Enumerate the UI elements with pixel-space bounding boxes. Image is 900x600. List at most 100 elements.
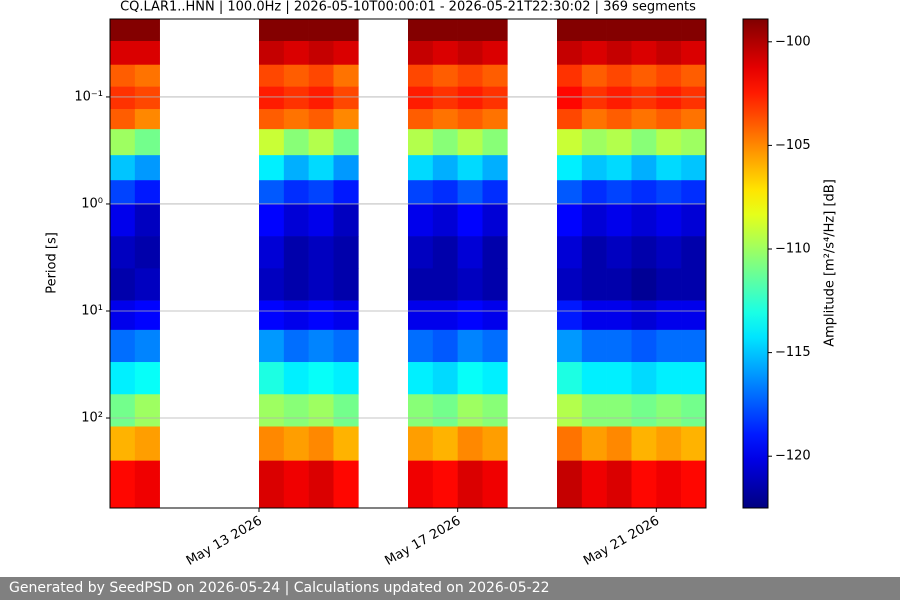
spectrogram-cell — [259, 40, 285, 66]
spectrogram-cell — [631, 155, 657, 181]
spectrogram-cell — [457, 236, 483, 269]
spectrogram-cell — [457, 180, 483, 205]
spectrogram-cell — [408, 64, 434, 87]
spectrogram-cell — [308, 394, 334, 427]
spectrogram-cell — [606, 129, 632, 156]
spectrogram-cell — [482, 64, 508, 87]
spectrogram-cell — [408, 203, 434, 237]
spectrogram-cell — [581, 460, 607, 509]
spectrogram-cell — [482, 155, 508, 181]
spectrogram-cell — [606, 329, 632, 363]
spectrogram-cell — [308, 180, 334, 205]
spectrogram-cell — [333, 268, 359, 301]
spectrogram-cell — [283, 236, 309, 269]
spectrogram-cell — [681, 129, 707, 156]
spectrogram-cell — [681, 362, 707, 395]
spectrogram-cell — [631, 329, 657, 363]
spectrogram-cell — [308, 300, 334, 331]
spectrogram-cell — [134, 129, 160, 156]
y-axis-label: Period [s] — [45, 232, 60, 294]
spectrogram-cell — [283, 155, 309, 181]
spectrogram-cell — [457, 64, 483, 87]
spectrogram-cell — [656, 155, 682, 181]
spectrogram-cell — [333, 40, 359, 66]
spectrogram-cell — [581, 329, 607, 363]
spectrogram-cell — [557, 155, 583, 181]
spectrogram-cell — [408, 236, 434, 269]
spectrogram-cell — [606, 460, 632, 509]
spectrogram-cell — [308, 362, 334, 395]
spectrogram-cell — [259, 155, 285, 181]
colorbar-label: Amplitude [m²/s⁴/Hz] [dB] — [823, 179, 838, 347]
colorbar-tick-label: −120 — [775, 449, 811, 464]
spectrogram-cell — [581, 300, 607, 331]
spectrogram-cell — [557, 329, 583, 363]
spectrogram-cell — [134, 236, 160, 269]
spectrogram-cell — [656, 300, 682, 331]
spectrogram-cell — [606, 155, 632, 181]
spectrogram-cell — [482, 268, 508, 301]
spectrogram-cell — [606, 40, 632, 66]
spectrogram-cell — [681, 155, 707, 181]
spectrogram-cell — [482, 180, 508, 205]
spectrogram-cell — [333, 129, 359, 156]
spectrogram-cell — [259, 236, 285, 269]
plot-frame — [109, 18, 707, 509]
spectrogram-cell — [110, 394, 136, 427]
spectrogram-cell — [656, 40, 682, 66]
spectrogram-cell — [656, 109, 682, 130]
colorbar-tick-label: −100 — [775, 34, 811, 49]
colorbar-tick-label: −105 — [775, 138, 811, 153]
spectrogram-cell — [408, 180, 434, 205]
spectrogram-cell — [283, 329, 309, 363]
spectrogram-cell — [631, 394, 657, 427]
x-tick-label: May 21 2026 — [581, 514, 662, 569]
spectrogram-cell — [333, 460, 359, 509]
colorbar — [742, 18, 769, 509]
spectrogram-cell — [283, 394, 309, 427]
spectrogram-cell — [333, 109, 359, 130]
spectrogram-cell — [656, 426, 682, 461]
spectrogram-cell — [681, 394, 707, 427]
spectrogram-cell — [631, 362, 657, 395]
y-tick-label: 10² — [81, 411, 103, 426]
spectrogram-cell — [557, 460, 583, 509]
spectrogram-cell — [408, 394, 434, 427]
spectrogram-cell — [110, 180, 136, 205]
spectrogram-cell — [581, 109, 607, 130]
spectrogram-cell — [457, 394, 483, 427]
spectrogram-cell — [308, 236, 334, 269]
spectrogram-cell — [134, 19, 160, 42]
spectrogram-cell — [656, 362, 682, 395]
spectrogram-cell — [408, 155, 434, 181]
spectrogram-cell — [656, 236, 682, 269]
spectrogram-cell — [606, 394, 632, 427]
spectrogram-cell — [606, 300, 632, 331]
spectrogram-cell — [110, 155, 136, 181]
spectrogram-cell — [457, 129, 483, 156]
spectrogram-cell — [557, 180, 583, 205]
spectrogram-cell — [631, 109, 657, 130]
spectrogram-cell — [408, 460, 434, 509]
spectrogram-cell — [259, 203, 285, 237]
spectrogram-cell — [681, 180, 707, 205]
spectrogram-cell — [259, 300, 285, 331]
x-tick-label: May 17 2026 — [382, 514, 463, 569]
spectrogram-cell — [581, 203, 607, 237]
spectrogram-cell — [482, 329, 508, 363]
spectrogram-cell — [283, 19, 309, 42]
spectrogram-cell — [656, 19, 682, 42]
spectrogram-cell — [681, 329, 707, 363]
spectrogram-cell — [259, 19, 285, 42]
spectrogram-cell — [557, 268, 583, 301]
spectrogram-cell — [134, 268, 160, 301]
spectrogram-cell — [656, 329, 682, 363]
spectrogram-cell — [110, 460, 136, 509]
spectrogram-cell — [283, 300, 309, 331]
spectrogram-cell — [110, 64, 136, 87]
spectrogram-cell — [408, 362, 434, 395]
spectrogram-cell — [457, 203, 483, 237]
spectrogram-cell — [408, 268, 434, 301]
spectrogram-cell — [482, 300, 508, 331]
spectrogram-cell — [557, 19, 583, 42]
